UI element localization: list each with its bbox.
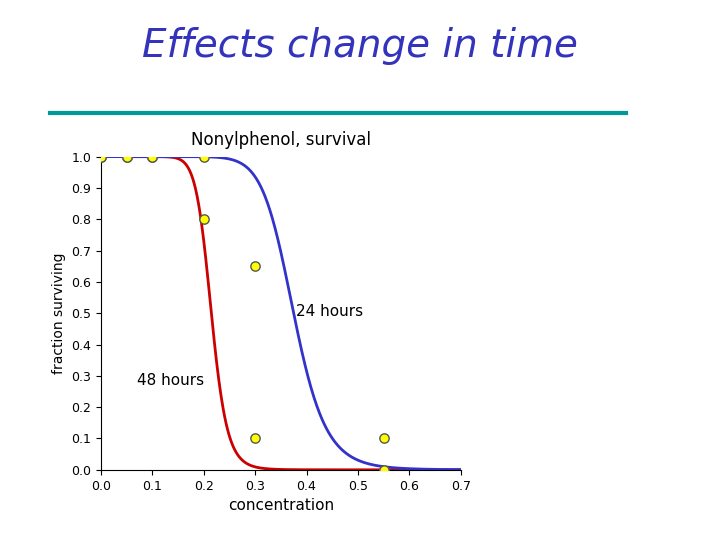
- Point: [95, 152, 107, 161]
- X-axis label: concentration: concentration: [228, 498, 334, 513]
- Point: [378, 434, 390, 443]
- Point: [249, 262, 261, 271]
- Y-axis label: fraction surviving: fraction surviving: [52, 252, 66, 374]
- Title: Nonylphenol, survival: Nonylphenol, survival: [191, 131, 371, 150]
- Point: [378, 465, 390, 474]
- Point: [121, 152, 132, 161]
- Text: 48 hours: 48 hours: [137, 373, 204, 388]
- Point: [121, 152, 132, 161]
- Text: Effects change in time: Effects change in time: [142, 27, 578, 65]
- Point: [198, 215, 210, 224]
- Point: [146, 152, 158, 161]
- Text: 24 hours: 24 hours: [296, 305, 364, 319]
- Point: [198, 152, 210, 161]
- Point: [249, 434, 261, 443]
- Point: [146, 152, 158, 161]
- Point: [95, 152, 107, 161]
